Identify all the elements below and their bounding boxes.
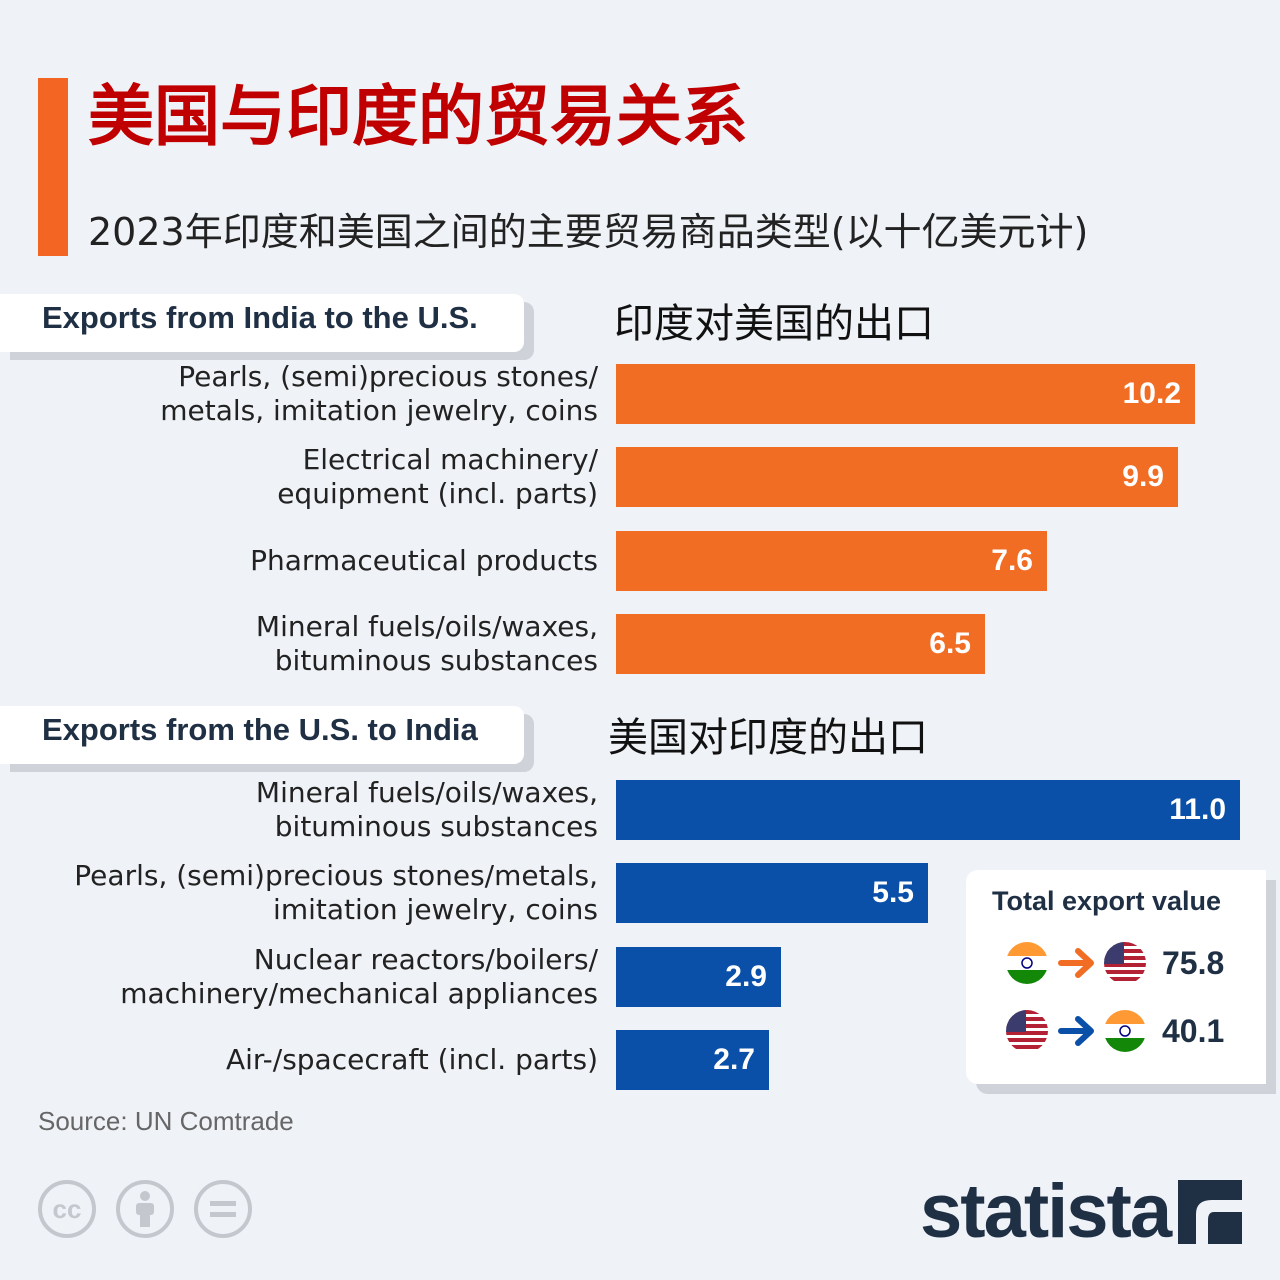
total-india-to-us-value: 75.8 — [1162, 945, 1225, 981]
us-exports-tab-label: Exports from the U.S. to India — [42, 712, 478, 747]
category-label: Pearls, (semi)precious stones/metals, imi… — [74, 859, 598, 926]
arrow-right-icon — [1058, 1010, 1098, 1052]
category-label: Electrical machinery/equipment (incl. pa… — [277, 443, 598, 510]
category-label: Air-/spacecraft (incl. parts) — [226, 1043, 598, 1076]
bar-value-label: 2.9 — [725, 960, 767, 993]
bar-value-label: 11.0 — [1169, 793, 1226, 826]
bar-value-label: 2.7 — [713, 1043, 755, 1076]
india-exports-cn-label: 印度对美国的出口 — [614, 301, 934, 347]
page-subtitle: 2023年印度和美国之间的主要贸易商品类型(以十亿美元计) — [88, 210, 1089, 254]
cc-icon: cc — [38, 1180, 96, 1238]
bar-us-to-india — [616, 863, 928, 923]
attribution-icon — [116, 1180, 174, 1238]
india-flag-icon — [1104, 1010, 1146, 1052]
category-label: Mineral fuels/oils/waxes, bituminous subs… — [255, 610, 598, 677]
bar-value-label: 10.2 — [1122, 377, 1181, 410]
statista-logo: statista — [920, 1169, 1172, 1254]
category-label: Pearls, (semi)precious stones/metals, im… — [160, 360, 598, 427]
category-label: Nuclear reactors/boilers/machinery/mecha… — [120, 943, 598, 1010]
bar-us-to-india — [616, 947, 781, 1007]
bar-india-to-us — [616, 447, 1178, 507]
us-flag-icon — [1104, 942, 1146, 984]
category-label: Pharmaceutical products — [250, 544, 598, 577]
india-flag-icon — [1006, 942, 1048, 984]
bar-value-label: 7.6 — [991, 544, 1033, 577]
total-export-panel: Total export value 75.8 — [966, 870, 1266, 1084]
source-note: Source: UN Comtrade — [38, 1106, 294, 1136]
statista-logo-mark — [1178, 1180, 1242, 1244]
bar-value-label: 9.9 — [1122, 460, 1164, 493]
bar-value-label: 6.5 — [929, 627, 971, 660]
category-label: Mineral fuels/oils/waxes, bituminous subs… — [255, 776, 598, 843]
title-accent-bar — [38, 78, 68, 256]
total-export-title: Total export value — [992, 886, 1222, 916]
us-flag-icon — [1006, 1010, 1048, 1052]
us-exports-cn-label: 美国对印度的出口 — [608, 715, 928, 761]
india-exports-tab-label: Exports from India to the U.S. — [42, 300, 478, 335]
bar-us-to-india — [616, 1030, 769, 1090]
no-derivatives-icon — [194, 1180, 252, 1238]
total-us-to-india-value: 40.1 — [1162, 1013, 1225, 1049]
bar-us-to-india — [616, 780, 1240, 840]
page-title: 美国与印度的贸易关系 — [88, 78, 748, 155]
bar-value-label: 5.5 — [872, 876, 914, 909]
arrow-right-icon — [1058, 942, 1098, 984]
bar-india-to-us — [616, 364, 1195, 424]
india-exports-tab: Exports from India to the U.S. — [0, 294, 524, 352]
bar-india-to-us — [616, 614, 985, 674]
us-exports-tab: Exports from the U.S. to India — [0, 706, 524, 764]
bar-india-to-us — [616, 531, 1047, 591]
